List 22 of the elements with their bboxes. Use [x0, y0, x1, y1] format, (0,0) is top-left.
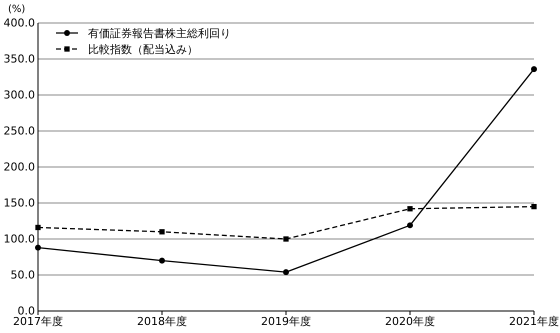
y-tick-label: 400.0 — [4, 16, 35, 30]
y-tick-label: 350.0 — [4, 52, 35, 66]
point — [283, 269, 289, 276]
y-axis-title: (%) — [8, 4, 26, 15]
y-tick-label: 250.0 — [4, 124, 35, 138]
point — [159, 258, 165, 264]
x-tick-label: 2020年度 — [385, 314, 435, 328]
point — [407, 222, 413, 228]
x-tick-label: 2018年度 — [137, 314, 187, 328]
y-tick-label: 150.0 — [4, 196, 35, 210]
y-tick-label: 50.0 — [10, 268, 35, 282]
point — [407, 206, 413, 212]
y-tick-label: 300.0 — [4, 88, 35, 102]
y-tick-label: 100.0 — [4, 232, 35, 246]
legend-label: 比較指数（配当込み） — [88, 43, 198, 56]
point — [531, 66, 537, 72]
point — [159, 229, 165, 234]
x-tick-label: 2021年度 — [509, 314, 559, 328]
x-tick-label: 2019年度 — [261, 314, 311, 328]
y-tick-label: 200.0 — [4, 160, 35, 174]
legend-label: 有価証券報告書株主総利回り — [88, 27, 231, 40]
point — [35, 244, 41, 251]
